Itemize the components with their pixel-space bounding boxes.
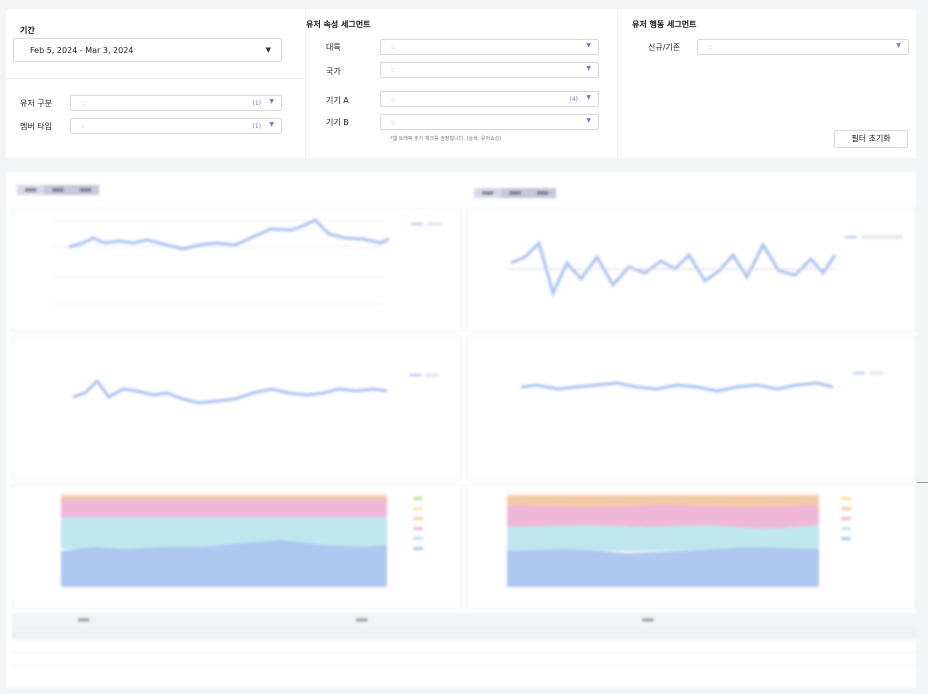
chevron-down-icon: ▼ xyxy=(265,46,271,54)
device-a-value: :: xyxy=(391,96,396,103)
user-type-value: :: xyxy=(81,100,86,107)
attr-segment-column: 유저 속성 세그먼트 대륙 :: ▼ 국가 :: ▼ 기기 A :: (4) ▼… xyxy=(306,9,618,158)
attr-hint-text: *웹 트래픽 추가 체크를 권장합니다. (상세: 유저속성) xyxy=(390,136,502,142)
table-header-row xyxy=(12,626,916,640)
data-table: ■■■ ■■■ ■■■ xyxy=(12,613,916,683)
member-type-value: :: xyxy=(81,123,86,130)
tab[interactable]: ■■■ xyxy=(474,188,502,198)
chart-panel xyxy=(12,484,462,609)
dashboard-area: ■■■ ■■■ ■■■ ■■■ ■■■ ■■■ xyxy=(6,172,916,688)
member-type-label: 멤버 타입 xyxy=(20,122,52,131)
chevron-down-icon: ▼ xyxy=(269,121,274,128)
country-value: :: xyxy=(391,67,396,74)
chevron-down-icon: ▼ xyxy=(586,65,591,72)
member-type-count: (1) xyxy=(252,123,262,130)
table-group-header: ■■■ ■■■ ■■■ xyxy=(12,613,916,626)
chevron-down-icon: ▼ xyxy=(896,42,901,49)
chart-panel xyxy=(466,336,916,480)
device-a-label: 기기 A xyxy=(326,96,349,105)
reset-filter-button[interactable]: 필터 초기화 xyxy=(834,130,908,148)
period-column: 기간 Feb 5, 2024 - Mar 3, 2024 ▼ 유저 구분 :: … xyxy=(6,9,306,158)
device-b-value: :: xyxy=(391,119,396,126)
new-returning-label: 신규/기존 xyxy=(648,43,681,52)
device-b-select[interactable]: :: ▼ xyxy=(380,114,599,130)
left-tab-bar: ■■■ ■■■ ■■■ xyxy=(17,185,100,195)
behavior-segment-title: 유저 행동 세그먼트 xyxy=(632,20,697,29)
stacked-area-chart-left xyxy=(61,495,423,587)
stacked-area-chart-right xyxy=(507,495,851,587)
chart-panel xyxy=(466,208,916,332)
user-type-count: (1) xyxy=(252,100,262,107)
chevron-down-icon: ▼ xyxy=(586,117,591,124)
country-label: 국가 xyxy=(326,67,341,76)
tab[interactable]: ■■■ xyxy=(528,188,557,198)
filter-panel: 기간 Feb 5, 2024 - Mar 3, 2024 ▼ 유저 구분 :: … xyxy=(6,9,916,158)
user-type-select[interactable]: :: (1) ▼ xyxy=(70,95,282,111)
new-returning-value: :: xyxy=(708,44,713,51)
device-a-select[interactable]: :: (4) ▼ xyxy=(380,91,599,107)
group-label: ■■■ xyxy=(78,617,90,622)
behavior-segment-column: 유저 행동 세그먼트 신규/기존 :: ▼ 필터 초기화 xyxy=(618,9,916,158)
device-a-count: (4) xyxy=(569,96,579,103)
date-range-value: Feb 5, 2024 - Mar 3, 2024 xyxy=(30,46,134,55)
country-select[interactable]: :: ▼ xyxy=(380,62,599,78)
tab[interactable]: ■■■ xyxy=(501,188,529,198)
user-type-label: 유저 구분 xyxy=(20,99,52,108)
chart-panel xyxy=(466,484,916,609)
continent-value: :: xyxy=(391,44,396,51)
chart-panel xyxy=(12,336,462,480)
divider xyxy=(6,78,306,79)
table-row xyxy=(12,653,916,666)
chart-panel xyxy=(12,208,462,332)
tab[interactable]: ■■■ xyxy=(44,185,72,195)
chevron-down-icon: ▼ xyxy=(586,94,591,101)
right-tab-bar: ■■■ ■■■ ■■■ xyxy=(474,188,557,198)
group-label: ■■■ xyxy=(356,617,368,622)
table-row xyxy=(12,640,916,653)
divider xyxy=(917,482,928,483)
line-chart-4 xyxy=(520,371,883,393)
device-b-label: 기기 B xyxy=(326,118,349,127)
line-chart-3 xyxy=(72,373,439,405)
tab[interactable]: ■■■ xyxy=(71,185,100,195)
chevron-down-icon: ▼ xyxy=(269,98,274,105)
attr-segment-title: 유저 속성 세그먼트 xyxy=(306,20,371,29)
line-chart-2 xyxy=(507,235,903,298)
continent-label: 대륙 xyxy=(326,43,341,52)
group-label: ■■■ xyxy=(642,617,654,622)
tab[interactable]: ■■■ xyxy=(17,185,45,195)
line-chart-1 xyxy=(53,218,441,305)
date-range-select[interactable]: Feb 5, 2024 - Mar 3, 2024 ▼ xyxy=(13,38,282,62)
member-type-select[interactable]: :: (1) ▼ xyxy=(70,118,282,134)
period-title: 기간 xyxy=(20,26,35,35)
new-returning-select[interactable]: :: ▼ xyxy=(697,39,909,55)
continent-select[interactable]: :: ▼ xyxy=(380,39,599,55)
chevron-down-icon: ▼ xyxy=(586,42,591,49)
